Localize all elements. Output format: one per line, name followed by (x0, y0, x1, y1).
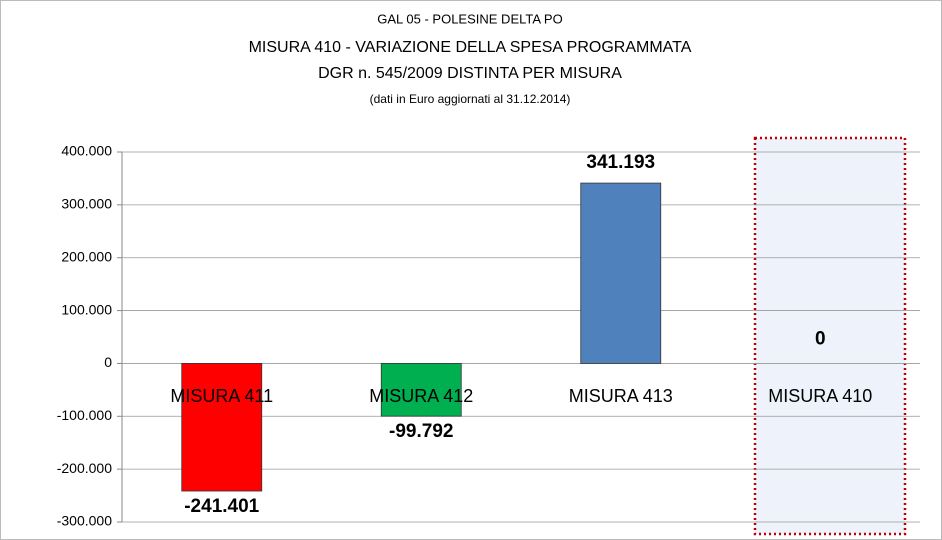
chart-subtitle: DGR n. 545/2009 DISTINTA PER MISURA (318, 65, 622, 82)
x-tick-label: MISURA 413 (569, 386, 673, 406)
chart-subtitle: MISURA 410 - VARIAZIONE DELLA SPESA PROG… (249, 39, 692, 56)
y-tick-label: 100.000 (61, 301, 112, 317)
y-tick-label: -300.000 (57, 513, 112, 529)
data-label: -241.401 (184, 496, 259, 517)
x-tick-label: MISURA 412 (369, 386, 473, 406)
y-tick-label: -200.000 (57, 460, 112, 476)
x-tick-label: MISURA 411 (170, 386, 273, 406)
data-label: 341.193 (586, 152, 655, 173)
highlight-box (753, 136, 907, 536)
x-tick-label: MISURA 410 (768, 386, 872, 406)
bar (181, 363, 263, 492)
data-label: -99.792 (389, 421, 453, 442)
y-tick-label: 400.000 (61, 143, 112, 159)
chart-title: GAL 05 - POLESINE DELTA PO (377, 11, 562, 26)
bar (580, 182, 662, 364)
data-label: 0 (815, 328, 826, 349)
bar (380, 363, 462, 417)
y-tick-label: -100.000 (57, 407, 112, 423)
chart-note: (dati in Euro aggiornati al 31.12.2014) (370, 92, 571, 106)
y-tick-label: 200.000 (61, 248, 112, 264)
y-tick-label: 0 (104, 354, 112, 370)
y-tick-label: 300.000 (61, 196, 112, 212)
